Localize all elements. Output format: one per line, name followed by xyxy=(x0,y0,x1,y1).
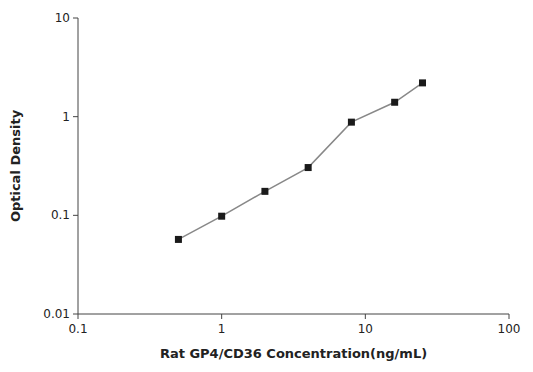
y-tick xyxy=(73,116,78,117)
y-tick-label: 0.01 xyxy=(43,307,70,321)
y-axis-line xyxy=(78,18,79,314)
chart-container: 0.11101000.010.1110Rat GP4/CD36 Concentr… xyxy=(0,0,533,372)
data-point xyxy=(391,99,398,106)
x-tick-label: 1 xyxy=(218,322,226,336)
y-tick-label: 0.1 xyxy=(51,208,70,222)
x-tick-label: 100 xyxy=(498,322,521,336)
plot-area xyxy=(175,79,426,243)
x-tick xyxy=(509,314,510,319)
x-tick xyxy=(221,314,222,319)
x-tick-label: 10 xyxy=(358,322,373,336)
data-point xyxy=(348,119,355,126)
data-point xyxy=(305,164,312,171)
chart-svg: 0.11101000.010.1110Rat GP4/CD36 Concentr… xyxy=(0,0,533,372)
y-tick-label: 10 xyxy=(55,11,70,25)
x-axis-label: Rat GP4/CD36 Concentration(ng/mL) xyxy=(160,346,427,361)
data-point xyxy=(218,213,225,220)
data-point xyxy=(419,79,426,86)
y-tick xyxy=(73,18,78,19)
x-tick-label: 0.1 xyxy=(68,322,87,336)
y-tick xyxy=(73,314,78,315)
data-line xyxy=(178,83,422,240)
data-point xyxy=(261,188,268,195)
x-axis-line xyxy=(78,314,509,315)
x-tick xyxy=(365,314,366,319)
y-axis-label: Optical Density xyxy=(8,109,23,222)
x-tick xyxy=(78,314,79,319)
y-tick xyxy=(73,215,78,216)
y-tick-label: 1 xyxy=(62,110,70,124)
data-point xyxy=(175,236,182,243)
background xyxy=(0,0,533,372)
